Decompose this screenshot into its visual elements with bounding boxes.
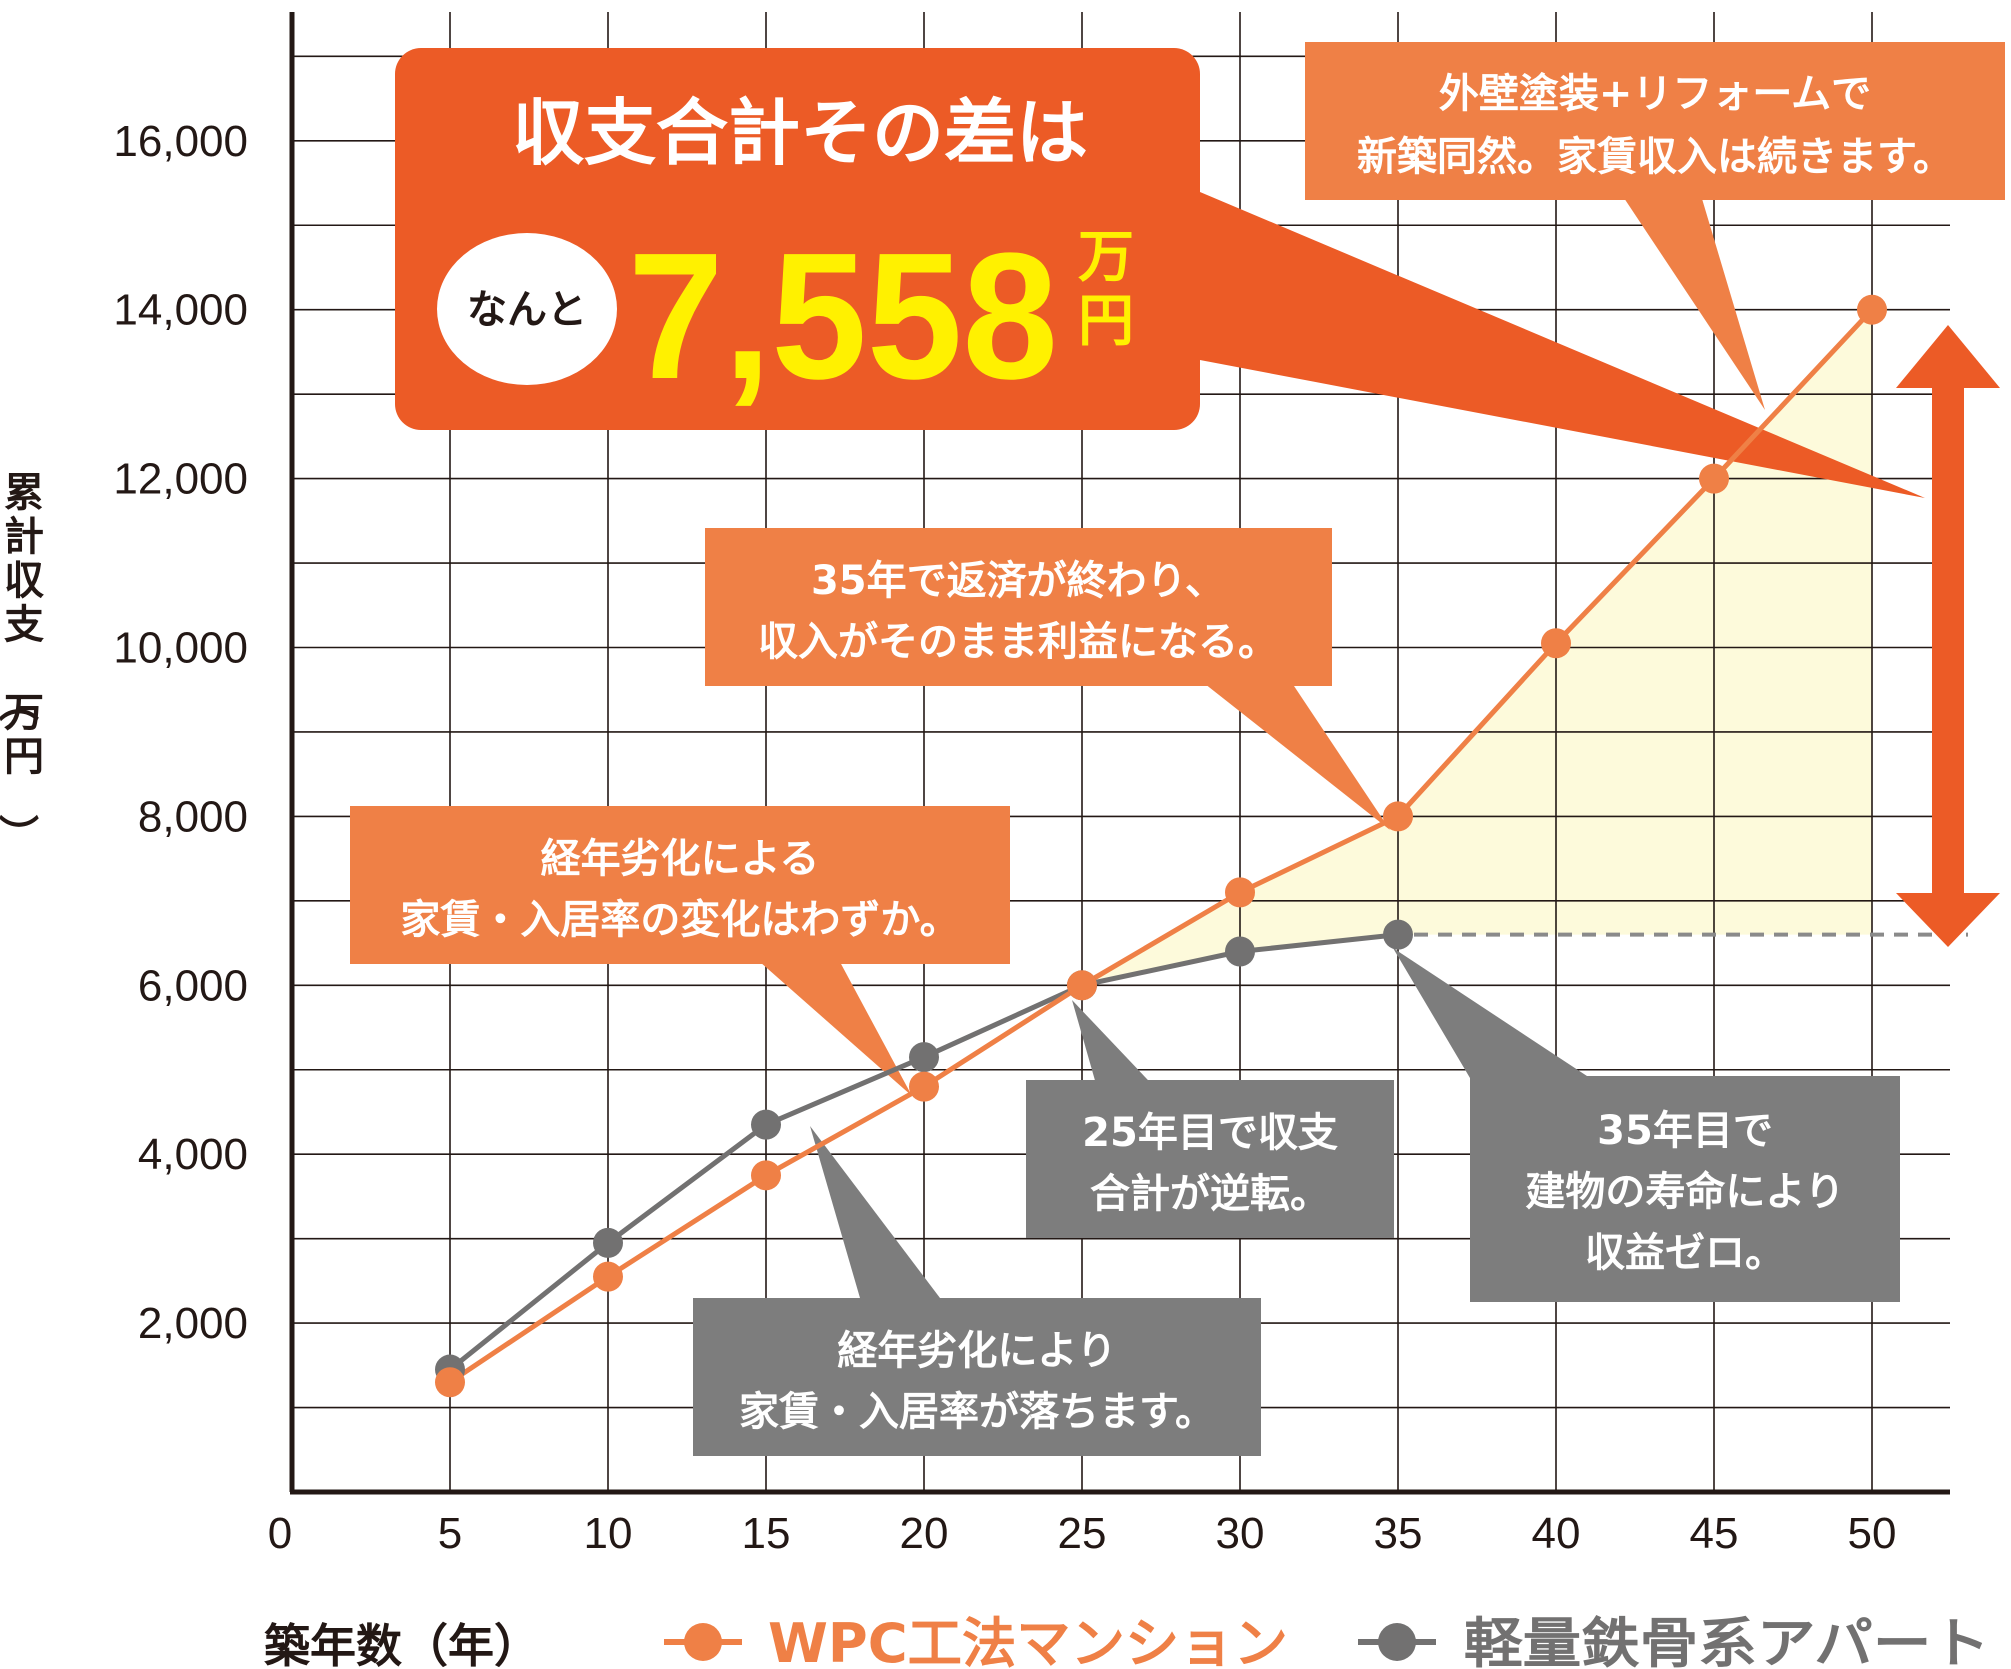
data-point-wpc [435, 1367, 465, 1398]
x-tick-label: 20 [900, 1509, 949, 1558]
difference-arrow [1896, 325, 2000, 947]
data-point-wpc [1383, 801, 1413, 832]
x-axis-title: 築年数（年） [264, 1619, 540, 1669]
legend-label-wpc: WPC工法マンション [768, 1612, 1288, 1669]
lifespan-callout: 35年目で 建物の寿命により 収益ゼロ。 [1470, 1076, 1900, 1302]
headline-callout-tail [1200, 192, 1925, 498]
x-tick-label: 40 [1532, 1509, 1581, 1558]
lifespan-callout-line3: 収益ゼロ。 [1585, 1230, 1785, 1276]
y-axis-title: 累計収支（万円） [0, 470, 44, 854]
reform-callout-line2: 新築同然。家賃収入は続きます。 [1357, 134, 1953, 180]
y-tick-label: 10,000 [113, 624, 248, 673]
data-point-wpc [1699, 463, 1729, 494]
y-tick-label: 16,000 [113, 117, 248, 166]
y-tick-label: 2,000 [138, 1299, 248, 1348]
legend-label-steel: 軽量鉄骨系アパート [1464, 1612, 1990, 1669]
data-point-steel [1383, 919, 1413, 950]
prefix-text: なんと [467, 287, 587, 333]
x-tick-label: 50 [1848, 1509, 1897, 1558]
steel-decline-callout-tail [810, 1126, 940, 1298]
lifespan-callout-line1: 35年目で [1597, 1108, 1773, 1154]
headline-text: 収支合計その差は [512, 91, 1088, 175]
wpc-decline-callout-line1: 経年劣化による [541, 836, 820, 882]
x-tick-label: 5 [438, 1509, 462, 1558]
steel-decline-callout: 経年劣化により 家賃・入居率が落ちます。 [693, 1298, 1261, 1456]
wpc-decline-callout-tail [760, 962, 912, 1096]
data-point-wpc [909, 1071, 939, 1102]
data-point-wpc [1541, 628, 1571, 659]
reverse-callout-line2: 合計が逆転。 [1090, 1171, 1330, 1217]
x-tick-label: 15 [742, 1509, 791, 1558]
lifespan-callout-tail [1393, 948, 1590, 1078]
data-point-steel [751, 1109, 781, 1140]
reform-callout-tail [1620, 192, 1765, 410]
legend-marker-steel [1378, 1623, 1416, 1661]
difference-value: 7,558 [628, 216, 1058, 417]
wpc-decline-callout-line2: 家賃・入居率の変化はわずか。 [400, 897, 959, 943]
x-tick-label: 45 [1690, 1509, 1739, 1558]
data-point-wpc [593, 1261, 623, 1292]
data-point-steel [1225, 936, 1255, 967]
series-line-wpc [448, 307, 1874, 1385]
steel-decline-callout-line1: 経年劣化により [837, 1328, 1116, 1374]
y-tick-label: 4,000 [138, 1130, 248, 1179]
unit-bottom: 円 [1078, 289, 1134, 354]
data-point-wpc [1225, 877, 1255, 908]
headline-callout: 収支合計その差は なんと 7,558 万 円 [395, 48, 1200, 430]
y-tick-label: 14,000 [113, 286, 248, 335]
reverse-callout: 25年目で収支 合計が逆転。 [1026, 1080, 1394, 1238]
lifespan-callout-line2: 建物の寿命により [1525, 1169, 1844, 1215]
legend: WPC工法マンション 軽量鉄骨系アパート [664, 1612, 1990, 1669]
repay-callout-tail [1200, 680, 1390, 830]
legend-marker-wpc [684, 1623, 722, 1661]
reverse-callout-line1: 25年目で収支 [1082, 1110, 1338, 1156]
y-tick-label: 12,000 [113, 455, 248, 504]
x-tick-labels: 0 5 10 15 20 25 30 35 40 45 50 [268, 1509, 1897, 1558]
data-point-steel [909, 1042, 939, 1073]
x-tick-label: 35 [1374, 1509, 1423, 1558]
x-tick-label: 10 [584, 1509, 633, 1558]
repay-callout-line2: 収入がそのまま利益になる。 [758, 619, 1278, 665]
x-tick-label: 30 [1216, 1509, 1265, 1558]
wpc-decline-callout: 経年劣化による 家賃・入居率の変化はわずか。 [350, 806, 1010, 964]
x-tick-label: 25 [1058, 1509, 1107, 1558]
unit-top: 万 [1078, 225, 1134, 290]
steel-decline-callout-line2: 家賃・入居率が落ちます。 [739, 1389, 1215, 1435]
data-point-wpc [1067, 970, 1097, 1001]
reform-callout: 外壁塗装+リフォームで 新築同然。家賃収入は続きます。 [1305, 42, 2005, 200]
y-tick-label: 6,000 [138, 961, 248, 1010]
data-point-wpc [751, 1160, 781, 1191]
prefix-badge [437, 233, 617, 385]
reverse-callout-tail [1072, 1000, 1165, 1098]
data-point-steel [593, 1227, 623, 1258]
series-points-wpc [435, 294, 1887, 1398]
data-point-wpc [1857, 294, 1887, 325]
repay-callout: 35年で返済が終わり、 収入がそのまま利益になる。 [705, 528, 1332, 686]
legend-item-wpc: WPC工法マンション [664, 1612, 1288, 1669]
x-tick-label: 0 [268, 1509, 292, 1558]
repay-callout-line1: 35年で返済が終わり、 [811, 558, 1225, 604]
reform-callout-line1: 外壁塗装+リフォームで [1439, 71, 1871, 117]
legend-item-steel: 軽量鉄骨系アパート [1358, 1612, 1990, 1669]
y-tick-label: 8,000 [138, 792, 248, 841]
y-tick-labels: 2,000 4,000 6,000 8,000 10,000 12,000 14,000 16… [113, 117, 248, 1348]
